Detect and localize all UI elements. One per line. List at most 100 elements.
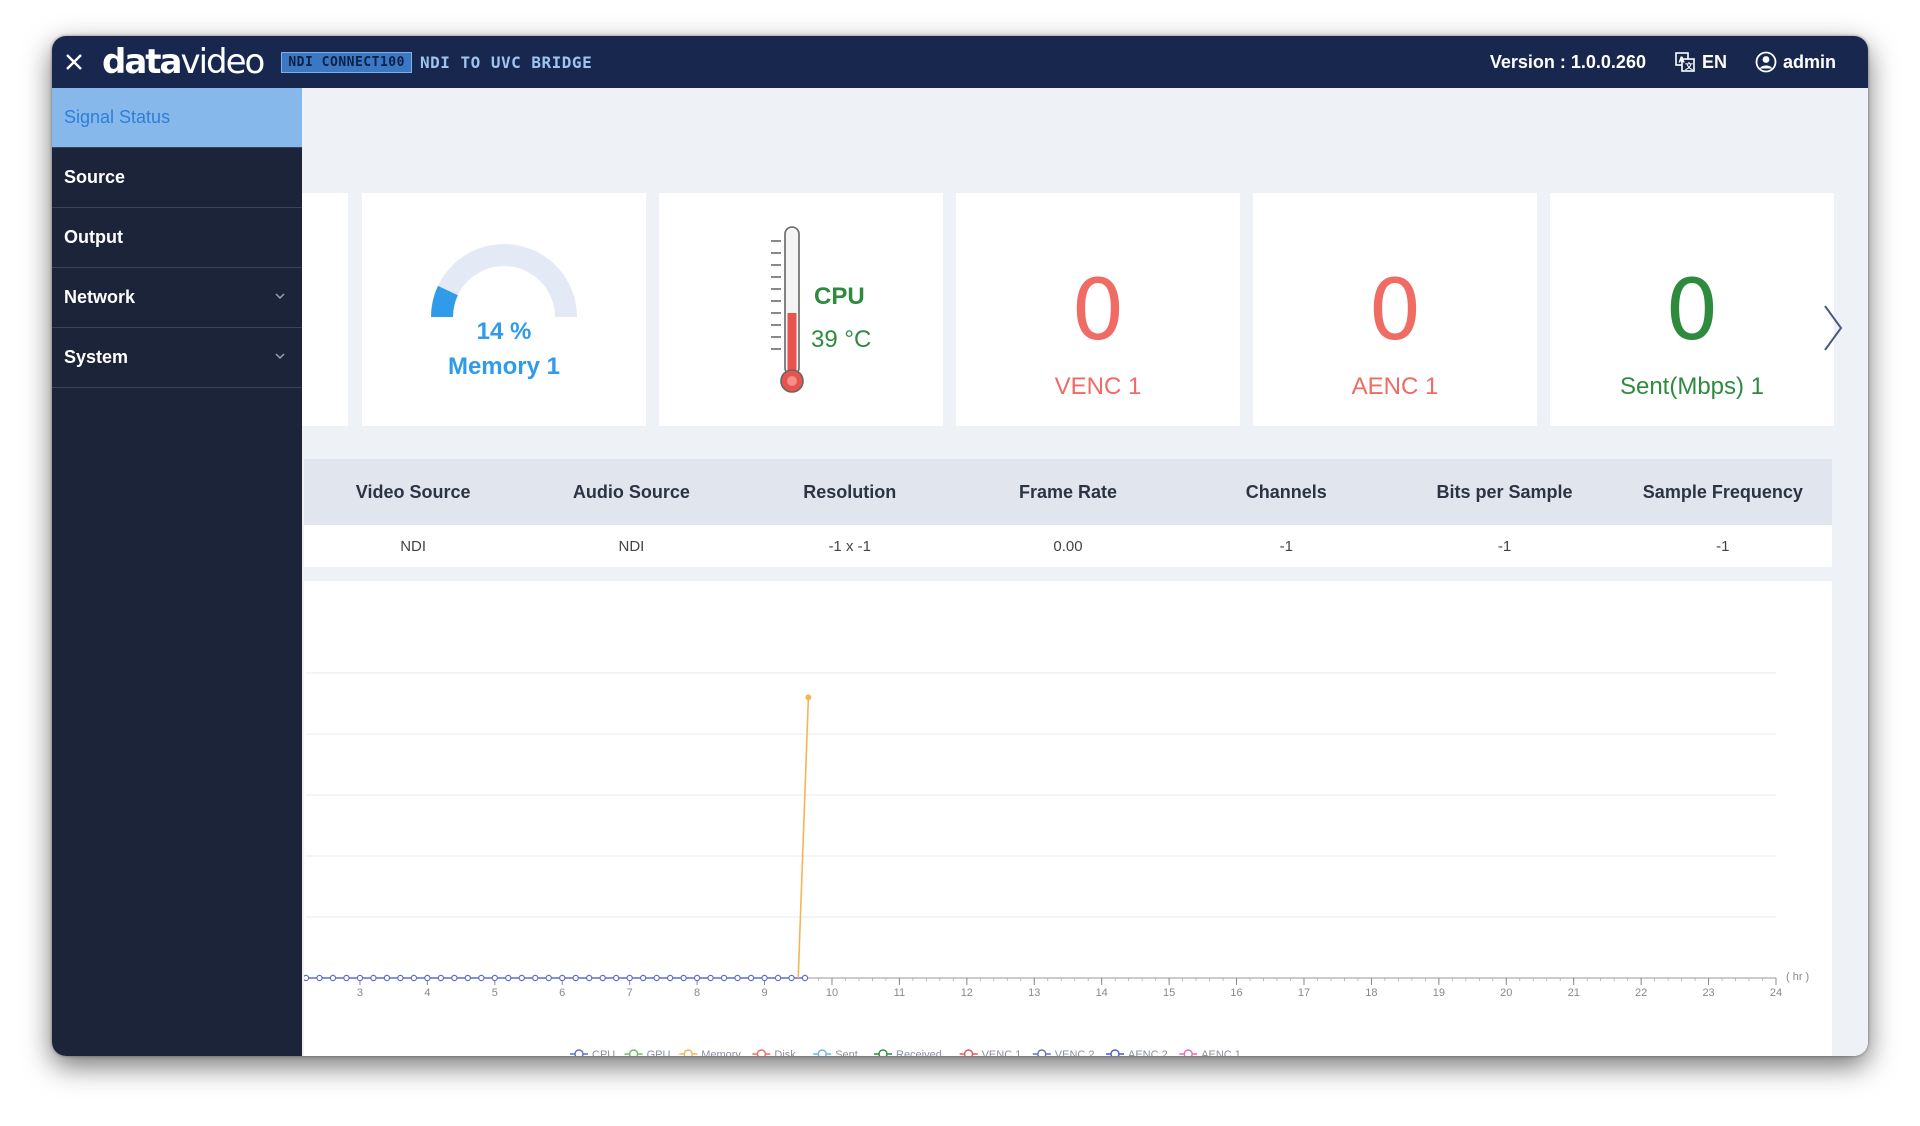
legend-marker [1110,1049,1120,1056]
data-point [734,974,741,982]
user-icon [1755,51,1777,73]
legend-marker [1037,1049,1047,1056]
data-point [370,974,377,982]
x-tick-label: 5 [492,987,498,999]
main-content: 14 % Memory 1 CPU 39 °C [302,88,1868,1056]
x-tick-label: 17 [1298,987,1310,999]
data-point [410,974,418,982]
svg-text:文: 文 [1685,61,1694,71]
legend-marker [574,1049,584,1056]
memory-gauge [431,244,577,318]
sidebar-item-output[interactable]: Output [52,208,302,268]
data-point [801,974,809,982]
data-point [805,694,812,701]
data-point [666,974,674,982]
data-point [788,974,795,982]
x-tick-label: 14 [1096,987,1108,999]
app-window: datavideo NDI CONNECT100 NDI TO UVC BRID… [52,36,1868,1056]
partial-card [302,193,348,426]
column-header: Audio Source [572,481,690,502]
x-tick-label: 15 [1163,987,1175,999]
table-cell: NDI [400,537,427,555]
data-point [437,974,445,982]
data-point [572,974,579,982]
data-point [302,974,310,982]
legend-label: AENC 1 [1201,1049,1241,1056]
data-point [599,974,606,982]
data-point [774,974,782,982]
x-tick-label: 4 [424,987,430,999]
x-tick-label: 18 [1365,987,1377,999]
legend-label: Disk [774,1049,796,1056]
data-point [356,974,364,982]
x-tick-label: 6 [559,987,565,999]
table-row: NDI NDI -1 x -1 0.00 -1 -1 -1 [304,525,1832,567]
venc-value: 0 [1071,261,1125,359]
data-point [329,974,337,982]
memory-label: Memory 1 [447,353,561,380]
thermometer-icon [771,226,804,393]
version-label: Version : 1.0.0.260 [1489,51,1646,72]
data-point [693,974,701,982]
cpu-card: CPU 39 °C [659,193,943,426]
sidebar-item-label: Network [64,287,136,307]
x-tick-label: 22 [1635,987,1647,999]
sidebar-item-system[interactable]: System [52,328,302,388]
brand-logo: datavideo [102,42,265,82]
x-tick-label: 8 [694,987,700,999]
legend-label: Received [896,1049,942,1056]
aenc-card: 0 AENC 1 [1253,193,1537,426]
sidebar-item-label: Output [64,227,123,247]
data-point [518,974,525,982]
usage-chart-panel: 3 4 5 6 7 8 9 10 11 12 13 14 15 16 17 18 19 20 21 22 23 24 ( h… [302,581,1832,1056]
language-selector[interactable]: A 文 EN [1674,51,1727,73]
venc-label: VENC 1 [1054,373,1142,400]
sent-value: 0 [1665,261,1719,359]
sidebar-item-label: Signal Status [64,107,171,127]
memory-percent: 14 % [476,318,532,345]
data-point [653,974,660,982]
x-tick-label: 3 [357,987,363,999]
sidebar-item-network[interactable]: Network [52,268,302,328]
legend-marker [628,1049,639,1056]
data-point [680,974,687,982]
data-point [383,974,391,982]
close-icon[interactable] [64,52,84,72]
table-cell: 0.00 [1053,537,1083,555]
language-label: EN [1701,51,1727,72]
sent-card: 0 Sent(Mbps) 1 [1550,193,1834,426]
data-point [761,974,768,982]
x-tick-label: 19 [1433,987,1445,999]
x-tick-label: 23 [1702,987,1714,999]
x-axis-label: ( hr ) [1786,971,1809,983]
legend-label: Memory [701,1049,741,1056]
x-tick-label: 24 [1770,987,1782,999]
column-header: Frame Rate [1018,481,1117,502]
sidebar-item-signal-status[interactable]: Signal Status [52,88,302,148]
chevron-down-icon [275,353,285,360]
legend-label: AENC 2 [1128,1049,1168,1056]
legend-marker [683,1049,693,1056]
chevron-down-icon [275,293,285,300]
memory-gauge-fill [431,285,459,318]
data-point [424,974,431,982]
legend-label: VENC 2 [1055,1049,1095,1056]
legend-label: CPU [592,1049,615,1056]
data-point [586,974,593,982]
x-tick-label: 20 [1500,987,1512,999]
carousel-next-icon[interactable] [1822,303,1844,353]
x-tick-label: 9 [761,987,767,999]
signal-table-header: Video Source Audio Source Resolution Fra… [304,459,1832,525]
x-tick-label: 13 [1028,987,1040,999]
user-menu[interactable]: admin [1755,51,1836,73]
x-tick-label: 10 [826,987,838,999]
sidebar-item-source[interactable]: Source [52,148,302,208]
legend-marker [817,1049,827,1056]
product-badge: NDI CONNECT100 [281,51,412,73]
data-point [397,974,404,982]
legend-marker [963,1049,974,1056]
sidebar-item-label: Source [64,167,126,187]
x-tick-label: 21 [1568,987,1580,999]
memory-gauge-track [431,244,577,318]
data-point [612,974,620,982]
